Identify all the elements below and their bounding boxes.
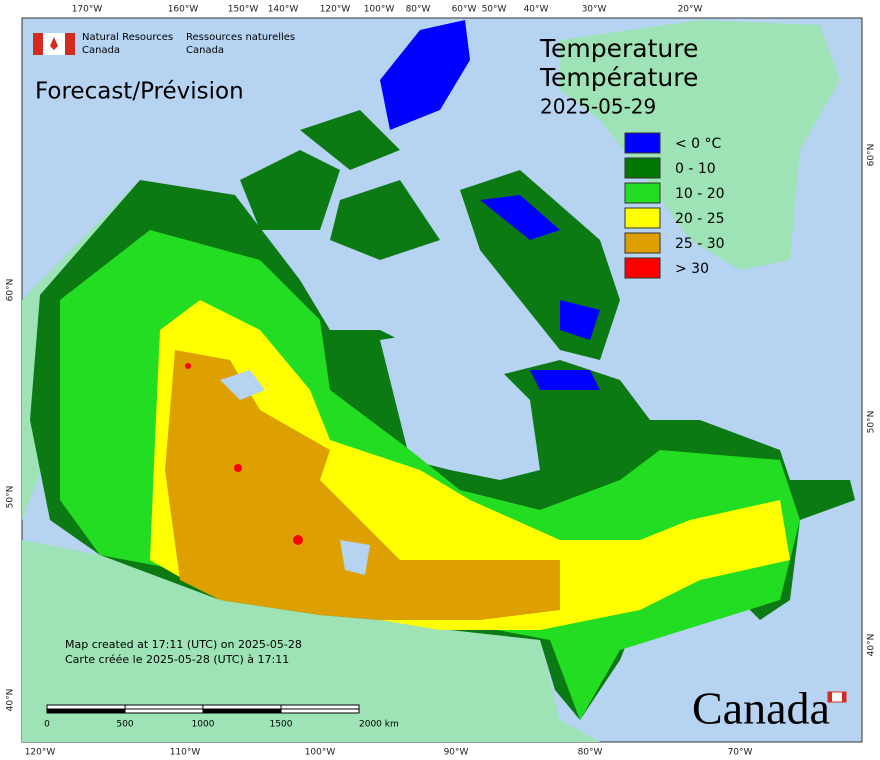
lakes bbox=[220, 370, 370, 575]
title: Température bbox=[539, 63, 698, 92]
latitude-label: 40°N bbox=[6, 689, 16, 712]
land bbox=[22, 20, 855, 742]
flag-band bbox=[33, 33, 43, 55]
longitude-label: 90°W bbox=[444, 748, 469, 758]
longitude-label: 120°W bbox=[320, 5, 351, 15]
agency-name: Ressources naturelles bbox=[186, 32, 295, 43]
agency-name: Canada bbox=[186, 45, 224, 56]
legend-swatch bbox=[624, 257, 661, 279]
legend-swatch bbox=[624, 182, 661, 204]
longitude-label: 50°W bbox=[482, 5, 507, 15]
legend-label: 25 - 30 bbox=[675, 236, 725, 252]
legend-label: > 30 bbox=[675, 261, 709, 277]
date: 2025-05-29 bbox=[540, 95, 656, 119]
longitude-label: 150°W bbox=[228, 5, 259, 15]
legend-swatch bbox=[624, 132, 661, 154]
scale-label: 0 bbox=[44, 720, 50, 730]
latitude-label: 50°N bbox=[867, 411, 877, 434]
usa bbox=[22, 540, 600, 742]
wordmark-flag bbox=[842, 692, 846, 702]
latitude-label: 60°N bbox=[867, 144, 877, 167]
latitude-label: 60°N bbox=[6, 279, 16, 302]
scale-bar: 0 500 1000 1500 2000 km bbox=[44, 704, 399, 730]
longitude-label: 20°W bbox=[678, 5, 703, 15]
zone-25-30 bbox=[165, 350, 560, 620]
scale-label: 1000 bbox=[192, 720, 215, 730]
longitude-label: 60°W bbox=[452, 5, 477, 15]
longitude-label: 70°W bbox=[728, 748, 753, 758]
arctic-islands bbox=[240, 110, 440, 260]
scale-segment bbox=[46, 708, 126, 714]
longitude-label: 170°W bbox=[72, 5, 103, 15]
graticule-labels: 170°W 160°W 150°W 140°W 120°W 100°W 80°W 60°W 50… bbox=[6, 5, 877, 758]
longitude-label: 30°W bbox=[582, 5, 607, 15]
latitude-label: 40°N bbox=[867, 634, 877, 657]
scale-segment bbox=[202, 704, 282, 710]
subtitle: Forecast/Prévision bbox=[35, 79, 244, 105]
greenland bbox=[560, 20, 840, 270]
hot-spot bbox=[234, 464, 242, 472]
longitude-label: 140°W bbox=[268, 5, 299, 15]
longitude-label: 110°W bbox=[170, 748, 201, 758]
agency-name: Natural Resources bbox=[82, 32, 173, 43]
longitude-label: 120°W bbox=[25, 748, 56, 758]
longitude-label: 80°W bbox=[578, 748, 603, 758]
longitude-label: 160°W bbox=[168, 5, 199, 15]
legend-swatch bbox=[624, 232, 661, 254]
wordmark: Canada bbox=[692, 683, 830, 734]
hot-spot bbox=[185, 363, 191, 369]
legend-swatch bbox=[624, 157, 661, 179]
longitude-label: 100°W bbox=[305, 748, 336, 758]
credit: Map created at 17:11 (UTC) on 2025-05-28 bbox=[65, 638, 302, 651]
legend-label: 10 - 20 bbox=[675, 186, 725, 202]
longitude-label: 100°W bbox=[364, 5, 395, 15]
scale-label: 2000 km bbox=[359, 720, 399, 730]
hot-spot bbox=[293, 535, 303, 545]
flag-band bbox=[65, 33, 75, 55]
ellesmere-island bbox=[380, 20, 470, 130]
scale-segment bbox=[280, 708, 360, 714]
scale-segment bbox=[124, 708, 204, 714]
longitude-label: 40°W bbox=[524, 5, 549, 15]
latitude-label: 50°N bbox=[6, 486, 16, 509]
scale-label: 500 bbox=[116, 720, 133, 730]
scale-segment bbox=[202, 708, 282, 714]
maple-leaf bbox=[50, 37, 58, 50]
scale-segment bbox=[280, 704, 360, 710]
legend: < 0 °C 0 - 10 10 - 20 20 - 25 25 - 30 > 30 bbox=[624, 132, 725, 279]
scale-segment bbox=[124, 704, 204, 710]
cold-areas bbox=[480, 195, 600, 390]
scale-label: 1500 bbox=[270, 720, 293, 730]
wordmark-flag bbox=[828, 692, 832, 702]
longitude-label: 80°W bbox=[406, 5, 431, 15]
legend-label: < 0 °C bbox=[675, 136, 722, 152]
legend-label: 20 - 25 bbox=[675, 211, 725, 227]
hudson-bay bbox=[380, 330, 540, 480]
legend-label: 0 - 10 bbox=[675, 161, 716, 177]
agency-name: Canada bbox=[82, 45, 120, 56]
title: Temperature bbox=[539, 34, 698, 63]
scale-segment bbox=[46, 704, 126, 710]
credit: Carte créée le 2025-05-28 (UTC) à 17:11 bbox=[65, 653, 289, 666]
legend-swatch bbox=[624, 207, 661, 229]
